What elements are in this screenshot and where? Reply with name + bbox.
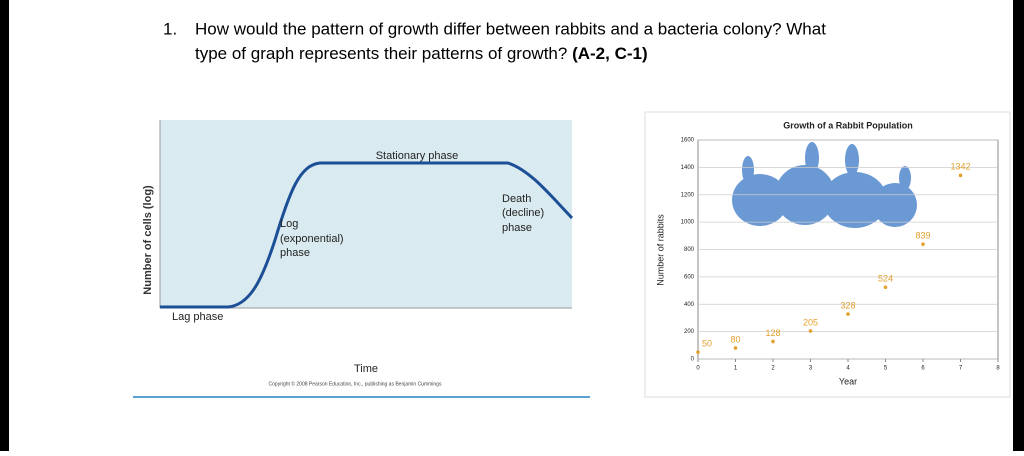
x-tick-label: 7 [959, 366, 963, 372]
frame [644, 111, 1011, 398]
y-tick-label: 200 [684, 329, 695, 335]
point [808, 329, 813, 333]
copyright: Copyright © 2008 Pearson Education, Inc.… [269, 380, 442, 387]
phase-label: Log [280, 218, 298, 230]
plot-bg [160, 120, 572, 308]
point [846, 312, 850, 316]
x-tick-label: 0 [696, 366, 700, 372]
value-label: 50 [702, 339, 712, 349]
curve [160, 161, 574, 309]
chart-title: Growth of a Rabbit Population [783, 120, 913, 130]
question-text: type of graph represents their patterns … [195, 44, 567, 63]
y-axis-label: Number of rabbits [655, 214, 665, 286]
point [696, 350, 700, 354]
y-tick-label: 400 [684, 302, 695, 308]
question-number: 1. [163, 19, 177, 38]
value-label: 328 [840, 300, 855, 310]
value-label: 524 [878, 274, 893, 284]
phase-label: Death [502, 193, 531, 205]
phase-label: (decline) [502, 207, 544, 219]
value-label: 128 [765, 328, 780, 338]
x-tick-label: 2 [771, 366, 775, 372]
growth-curve: Number of cells (log) Lag phase Log (exp… [133, 120, 590, 398]
phase-label: (exponential) [280, 233, 344, 245]
phase-label: phase [280, 247, 310, 259]
x-axis-label: Year [839, 376, 857, 386]
point [733, 346, 738, 350]
x-tick-label: 6 [921, 366, 925, 372]
question-line: type of graph represents their patterns … [195, 44, 648, 63]
y-axis-label: Number of cells (log) [142, 185, 154, 295]
question-line: How would the pattern of growth differ b… [195, 19, 826, 38]
x-tick-label: 5 [884, 366, 888, 372]
x-axis-label: Time [354, 363, 378, 375]
phase-label: Lag phase [172, 311, 223, 323]
y-tick-label: 1200 [681, 192, 695, 198]
x-tick-label: 1 [734, 366, 738, 372]
point [958, 173, 963, 178]
y-tick-label: 1000 [681, 220, 695, 226]
x-tick-label: 4 [846, 366, 850, 372]
point [771, 339, 775, 344]
y-tick-label: 800 [684, 247, 695, 253]
rabbit-photo [732, 142, 917, 228]
y-tick-label: 1400 [681, 165, 695, 171]
y-tick-label: 600 [684, 274, 695, 280]
value-label: 205 [803, 317, 818, 327]
point [921, 242, 925, 246]
point [883, 285, 888, 290]
phase-label: Stationary phase [376, 150, 459, 162]
question-code: (A-2, C-1) [572, 44, 648, 63]
x-tick-label: 8 [996, 366, 1000, 372]
phase-label: phase [502, 222, 532, 234]
question: 1. How would the pattern of growth diffe… [163, 19, 826, 63]
value-label: 1342 [950, 162, 970, 172]
right-bar [1013, 0, 1024, 451]
y-tick-label: 1600 [681, 138, 695, 144]
value-label: 839 [915, 231, 930, 241]
rabbit-chart: Growth of a Rabbit Population Year Numbe… [644, 111, 1011, 398]
x-tick-label: 3 [809, 366, 813, 372]
value-label: 80 [730, 334, 740, 344]
left-bar [0, 0, 9, 451]
y-tick-label: 0 [691, 357, 695, 363]
